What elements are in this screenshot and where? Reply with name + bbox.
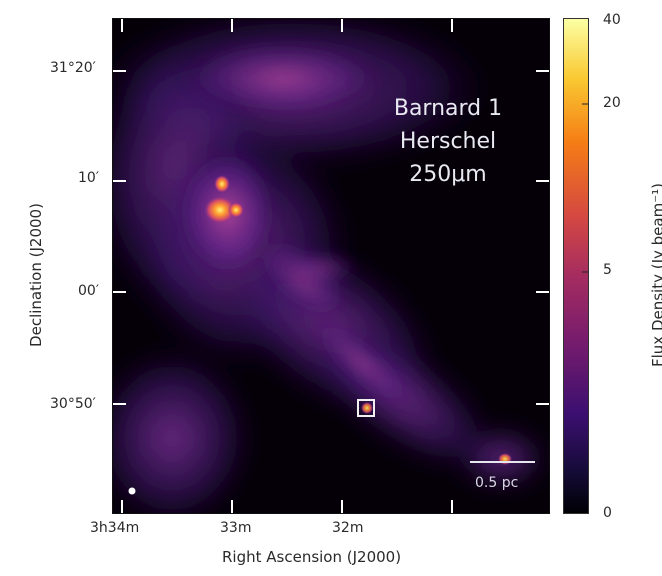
bright-core-north	[214, 175, 230, 193]
colorbar-label: Flux Density (Jy beam⁻¹)	[649, 183, 662, 367]
bright-core-main	[204, 196, 236, 224]
colorbar-tick: 0	[603, 505, 612, 521]
x-tick-label: 33m	[220, 520, 252, 536]
core-southeast	[361, 402, 373, 414]
y-axis-label: Declination (J2000)	[27, 203, 45, 347]
colorbar	[563, 18, 589, 514]
bright-core-east	[228, 202, 244, 218]
image-panel	[112, 18, 550, 514]
axis-ticks	[112, 18, 550, 514]
core-far-southeast	[498, 453, 512, 465]
y-tick-label: 00′	[78, 283, 99, 299]
square-marker	[357, 399, 375, 417]
x-axis-label: Right Ascension (J2000)	[222, 548, 402, 566]
y-tick-label: 10′	[78, 170, 99, 186]
herschel-map	[112, 18, 550, 514]
y-tick-label: 30°50′	[50, 396, 96, 412]
title-line-1: Barnard 1	[393, 96, 503, 121]
y-tick-label: 31°20′	[50, 60, 96, 76]
title-block: Barnard 1 Herschel 250μm	[388, 92, 508, 191]
colorbar-tick: 5	[603, 262, 612, 278]
colorbar-tick: 40	[603, 12, 621, 28]
x-tick-label: 3h34m	[90, 520, 140, 536]
beam-size-dot	[128, 487, 136, 495]
title-line-3: 250μm	[409, 162, 487, 187]
x-tick-label: 32m	[332, 520, 364, 536]
colorbar-gradient	[564, 19, 588, 513]
title-line-2: Herschel	[399, 129, 497, 154]
scale-bar-label: 0.5 pc	[475, 475, 519, 491]
colorbar-tick: 20	[603, 95, 621, 111]
